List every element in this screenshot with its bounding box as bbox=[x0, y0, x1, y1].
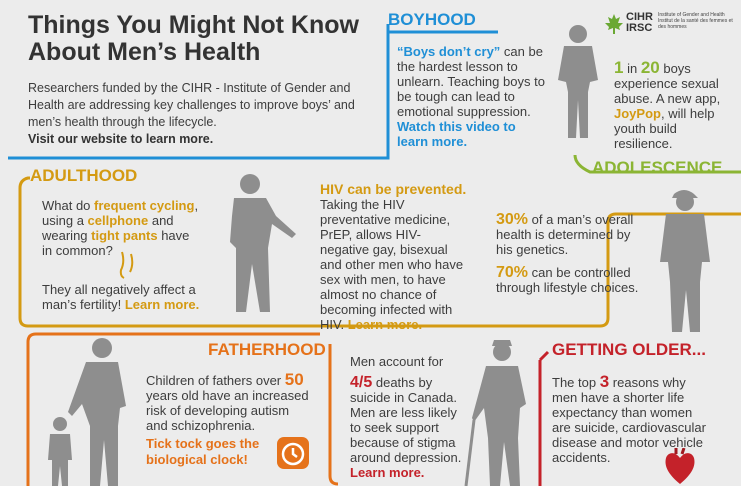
title-line-2: About Men’s Health bbox=[28, 38, 261, 66]
fatherhood-num: 50 bbox=[284, 370, 304, 389]
logo-cihr: CIHR bbox=[626, 11, 653, 23]
teen-silhouette bbox=[660, 190, 710, 332]
hiv-block: HIV can be prevented. Taking the HIV pre… bbox=[320, 181, 470, 333]
tick-tock-text: Tick tock goes the biological clock! bbox=[146, 436, 260, 467]
clock-icon bbox=[277, 437, 309, 469]
suicide-num: 4/5 bbox=[350, 374, 373, 391]
page-title: Things You Might Not Know About Men’s He… bbox=[28, 12, 359, 66]
pct-genetics: 30% bbox=[496, 211, 529, 228]
suicide-intro: Men account for bbox=[350, 354, 444, 369]
getting-older-heading: GETTING OLDER... bbox=[552, 340, 706, 359]
q-part-2: , using a bbox=[42, 198, 199, 228]
abuse-num1: 1 bbox=[614, 58, 624, 77]
q-part-1: What do bbox=[42, 198, 95, 213]
father-child-silhouette bbox=[48, 338, 126, 486]
boy-silhouette bbox=[558, 25, 598, 138]
adulthood-heading: ADULTHOOD bbox=[30, 166, 138, 185]
q-part-4: have in common? bbox=[42, 228, 190, 258]
abuse-stat: 1 in 20 boys experience sexual abuse. A … bbox=[614, 58, 732, 151]
hiv-learn-more[interactable]: Learn more. bbox=[347, 317, 423, 332]
title-line-1: Things You Might Not Know bbox=[28, 11, 359, 39]
website-link[interactable]: Visit our website to learn more. bbox=[28, 132, 214, 146]
intro-block: Researchers funded by the CIHR - Institu… bbox=[28, 80, 358, 148]
lifestyle-text: can be controlled through lifestyle choi… bbox=[496, 265, 639, 295]
abuse-num2: 20 bbox=[640, 58, 660, 77]
suicide-learn-more[interactable]: Learn more. bbox=[350, 465, 425, 480]
abuse-body1: boys experience sexual abuse. A new app, bbox=[614, 61, 721, 106]
k-cellphone: cellphone bbox=[87, 213, 149, 228]
boyhood-heading: BOYHOOD bbox=[388, 10, 476, 29]
video-link[interactable]: Watch this video to learn more. bbox=[397, 119, 516, 149]
abuse-in: in bbox=[623, 61, 641, 76]
adolescence-text: 30% of a man’s overall health is determi… bbox=[496, 211, 644, 296]
adult-silhouette bbox=[230, 174, 296, 312]
suicide-body: deaths by suicide in Canada. Men are les… bbox=[350, 375, 462, 465]
fatherhood-body1: Children of fathers over bbox=[146, 373, 285, 388]
adolescence-heading: ADOLESCENCE bbox=[592, 158, 723, 177]
fatherhood-heading: FATHERHOOD bbox=[208, 340, 326, 359]
answer-text: They all negatively affect a man’s ferti… bbox=[42, 282, 196, 312]
fertility-question: What do frequent cycling, using a cellph… bbox=[42, 198, 202, 258]
older-text: The top 3 reasons why men have a shorter… bbox=[552, 372, 712, 465]
fertility-learn-more[interactable]: Learn more. bbox=[124, 297, 200, 312]
logo-en: Institute of Gender and Health bbox=[658, 12, 725, 18]
fatherhood-body2: years old have an increased risk of deve… bbox=[146, 388, 309, 433]
logo-fr: Institut de la santé des femmes et des h… bbox=[658, 18, 733, 30]
boyhood-quote: “Boys don’t cry” bbox=[397, 44, 501, 59]
sperm-icon bbox=[119, 251, 134, 279]
genetics-text: of a man’s overall health is determined … bbox=[496, 212, 634, 257]
suicide-block: Men account for 4/5 deaths by suicide in… bbox=[350, 354, 468, 480]
fatherhood-text: Children of fathers over 50 years old ha… bbox=[146, 370, 314, 433]
boyhood-text: “Boys don’t cry” can be the hardest less… bbox=[397, 44, 547, 149]
k-tight-pants: tight pants bbox=[91, 228, 158, 243]
hiv-body: Taking the HIV preventative medicine, Pr… bbox=[320, 197, 464, 332]
abuse-body2: , will help youth build resilience. bbox=[614, 106, 715, 151]
q-part-3: and wearing bbox=[42, 213, 174, 243]
older-body1: The top bbox=[552, 375, 600, 390]
older-body2: reasons why men have a shorter life expe… bbox=[552, 375, 706, 465]
k-cycling: frequent cycling bbox=[94, 198, 195, 213]
boyhood-body: can be the hardest lesson to unlearn. Te… bbox=[397, 44, 545, 119]
fertility-answer: They all negatively affect a man’s ferti… bbox=[42, 282, 210, 312]
joypop-link[interactable]: JoyPop bbox=[614, 106, 661, 121]
older-num: 3 bbox=[599, 372, 610, 391]
logo-irsc: IRSC bbox=[626, 22, 653, 34]
intro-text: Researchers funded by the CIHR - Institu… bbox=[28, 81, 355, 129]
heart-icon bbox=[665, 448, 695, 484]
cihr-logo: CIHR IRSC Institute of Gender and Health… bbox=[605, 12, 735, 38]
maple-leaf-icon bbox=[605, 14, 623, 34]
elder-silhouette bbox=[464, 340, 526, 486]
pct-lifestyle: 70% bbox=[496, 264, 529, 281]
hiv-heading: HIV can be prevented. bbox=[320, 181, 467, 197]
